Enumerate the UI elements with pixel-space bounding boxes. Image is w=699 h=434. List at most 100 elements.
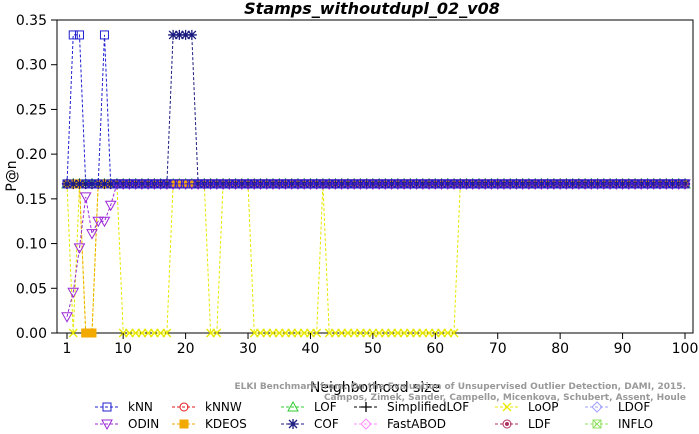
data-point-kNN <box>324 179 334 189</box>
data-point-kNN <box>393 179 403 189</box>
data-point-kNN <box>611 179 621 189</box>
data-point-kNN <box>231 179 241 189</box>
data-point-kNN <box>237 179 247 189</box>
watermark-line-1: ELKI Benchmark from: On the Evaluation o… <box>234 382 686 392</box>
x-tick-label: 20 <box>177 341 195 357</box>
data-point-kNN <box>362 179 372 189</box>
data-point-COF <box>168 29 179 40</box>
data-point-kNN <box>268 179 278 189</box>
data-point-COF <box>74 178 85 189</box>
data-point-kNN <box>312 179 322 189</box>
data-point-kNN <box>374 179 384 189</box>
data-point-kNN <box>199 179 209 189</box>
data-point-kNN <box>224 179 234 189</box>
legend: kNN kNNW LOF SimplifiedLOF LoOP LDOF ODIN KDEOS… <box>95 400 653 431</box>
data-point-kNN <box>355 179 365 189</box>
data-point-kNN <box>368 179 378 189</box>
legend-item-SimplifiedLOF: SimplifiedLOF <box>354 400 469 414</box>
series-layer <box>61 29 691 338</box>
data-point-LoOP <box>68 328 78 338</box>
legend-item-FastABOD: FastABOD <box>354 417 446 431</box>
x-tick-label: 1 <box>63 341 72 357</box>
data-point-kNN <box>530 179 540 189</box>
series-kNN <box>62 30 690 189</box>
legend-marker <box>179 419 189 429</box>
legend-marker <box>101 419 113 431</box>
data-point-COF <box>174 29 185 40</box>
data-point-kNN <box>318 179 328 189</box>
data-point-kNN <box>299 179 309 189</box>
legend-marker <box>592 419 602 429</box>
series-LoOP <box>62 179 690 338</box>
data-point-kNN <box>555 179 565 189</box>
legend-marker <box>102 402 112 412</box>
y-tick-label: 0.05 <box>16 281 47 297</box>
data-point-kNN <box>87 179 97 189</box>
y-tick-label: 0.15 <box>16 192 47 208</box>
y-tick-label: 0.20 <box>16 147 47 163</box>
data-point-LoOP <box>312 328 322 338</box>
data-point-kNN <box>412 179 422 189</box>
series-KDEOS <box>62 179 690 338</box>
data-point-kNN <box>624 179 634 189</box>
legend-label: ODIN <box>128 417 159 431</box>
x-tick-label: 70 <box>489 341 507 357</box>
data-point-kNN <box>418 179 428 189</box>
legend-label: kNNW <box>205 400 242 414</box>
data-point-kNN <box>443 179 453 189</box>
legend-item-LDF: LDF <box>495 417 551 431</box>
legend-label: INFLO <box>618 417 653 431</box>
data-point-kNN <box>74 30 84 40</box>
data-point-kNN <box>249 179 259 189</box>
data-point-COF <box>186 29 197 40</box>
data-point-kNN <box>599 179 609 189</box>
data-point-kNN <box>131 179 141 189</box>
y-tick-label: 0.25 <box>16 102 47 118</box>
data-point-kNN <box>399 179 409 189</box>
legend-item-LoOP: LoOP <box>495 400 559 414</box>
x-axis-label: Neighborhood size <box>310 380 440 396</box>
data-point-kNN <box>674 179 684 189</box>
legend-item-kNN: kNN <box>95 400 153 414</box>
legend-marker <box>287 400 299 412</box>
x-axis: 1 10 20 30 40 50 60 70 80 90 100 <box>63 333 698 357</box>
data-point-ODIN <box>104 200 117 212</box>
data-point-kNN <box>387 179 397 189</box>
legend-label: LDOF <box>618 400 650 414</box>
data-point-kNN <box>343 179 353 189</box>
legend-item-kNNW: kNNW <box>172 400 242 414</box>
data-point-kNN <box>81 179 91 189</box>
data-point-kNN <box>493 179 503 189</box>
data-point-kNN <box>593 179 603 189</box>
series-ODIN <box>61 179 691 323</box>
legend-label: LDF <box>528 417 551 431</box>
data-point-kNN <box>256 179 266 189</box>
legend-item-COF: COF <box>281 417 339 431</box>
series-line-KDEOS <box>67 183 685 334</box>
data-point-kNN <box>212 179 222 189</box>
data-point-COF <box>68 178 79 189</box>
data-point-kNN <box>661 179 671 189</box>
legend-marker <box>179 402 189 412</box>
y-tick-label: 0.00 <box>16 326 47 342</box>
y-axis-label: P@n <box>4 160 20 191</box>
legend-label: KDEOS <box>205 417 247 431</box>
data-point-kNN <box>430 179 440 189</box>
legend-marker <box>361 402 371 412</box>
data-point-kNN <box>218 179 228 189</box>
data-point-ODIN <box>67 287 80 299</box>
data-point-kNN <box>287 179 297 189</box>
data-point-kNN <box>524 179 534 189</box>
x-tick-label: 30 <box>239 341 257 357</box>
data-point-kNN <box>437 179 447 189</box>
data-point-kNN <box>106 179 116 189</box>
data-point-ODIN <box>92 216 105 228</box>
data-point-kNN <box>636 179 646 189</box>
legend-marker <box>502 402 512 412</box>
series-line-kNN <box>66 34 685 185</box>
data-point-kNN <box>668 179 678 189</box>
data-point-kNN <box>680 179 690 189</box>
x-tick-label: 90 <box>614 341 632 357</box>
data-point-kNN <box>274 179 284 189</box>
